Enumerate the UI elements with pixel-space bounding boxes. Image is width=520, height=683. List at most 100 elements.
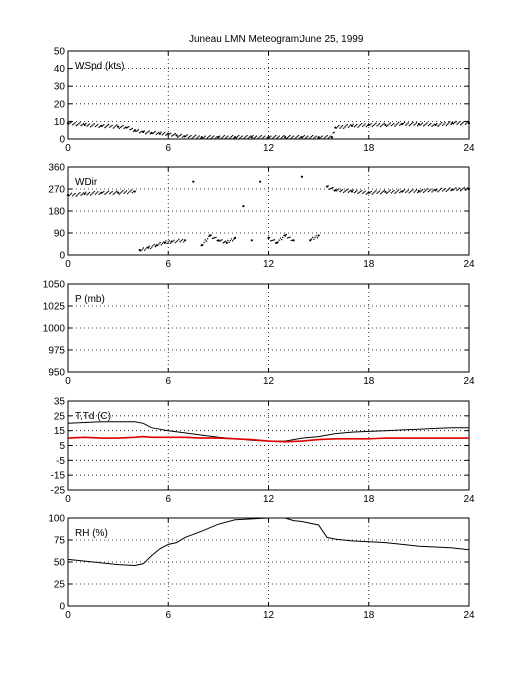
data-point-fill: [175, 240, 178, 243]
data-point-fill: [444, 122, 446, 124]
data-point-fill: [260, 134, 263, 137]
data-point-fill: [109, 193, 111, 195]
data-point-fill: [89, 126, 92, 128]
data-point-fill: [397, 189, 400, 191]
data-point-fill: [141, 130, 143, 132]
data-point-fill: [112, 193, 115, 195]
x-tick-label: 12: [263, 610, 275, 621]
data-point-fill: [439, 188, 442, 191]
data-point-fill: [391, 123, 394, 126]
data-point-fill: [197, 136, 199, 138]
data-point: [309, 239, 312, 242]
data-point-fill: [450, 189, 452, 192]
data-point-fill: [278, 239, 280, 241]
data-point-fill: [146, 132, 148, 134]
data-point-fill: [397, 121, 400, 124]
x-tick-label: 12: [263, 259, 275, 270]
y-tick-label: 50: [54, 47, 66, 58]
data-point-fill: [94, 193, 97, 195]
data-point-fill: [420, 123, 422, 125]
data-point-fill: [220, 138, 222, 140]
data-point-fill: [247, 137, 249, 139]
data-point-fill: [202, 244, 204, 246]
data-point-fill: [221, 239, 223, 241]
data-point-fill: [408, 192, 411, 194]
data-point-fill: [408, 124, 411, 127]
data-point-fill: [365, 125, 368, 128]
y-tick-label: -25: [51, 486, 66, 497]
data-point-fill: [288, 136, 290, 138]
data-point: [117, 125, 120, 128]
data-point-fill: [111, 124, 113, 127]
data-point-fill: [446, 189, 449, 191]
data-point-fill: [123, 192, 125, 194]
data-point-fill: [119, 126, 122, 129]
data-point-fill: [82, 192, 85, 194]
data-point: [317, 234, 320, 237]
data-point-fill: [288, 236, 290, 239]
data-point-fill: [374, 191, 376, 193]
data-point-fill: [364, 190, 366, 193]
data-point-fill: [375, 190, 377, 192]
data-point-fill: [161, 134, 163, 136]
data-point-fill: [258, 137, 260, 139]
data-point-fill: [285, 233, 288, 236]
data-point-fill: [99, 192, 101, 194]
data-point-fill: [121, 191, 123, 193]
data-point-fill: [187, 136, 190, 139]
data-point-fill: [168, 133, 171, 135]
data-point-fill: [431, 125, 433, 128]
data-point-fill: [263, 136, 265, 138]
data-point: [292, 239, 295, 242]
data-point-fill: [231, 240, 234, 242]
data-point-fill: [266, 137, 269, 139]
x-tick-label: 6: [165, 143, 171, 154]
data-point-fill: [453, 121, 456, 124]
data-point-fill: [167, 241, 169, 243]
data-point-fill: [411, 189, 413, 192]
data-point-fill: [141, 248, 143, 251]
y-tick-label: 1000: [43, 324, 66, 335]
data-point-fill: [145, 248, 147, 250]
data-point-fill: [385, 192, 388, 195]
data-point-fill: [372, 192, 375, 194]
data-point-fill: [160, 131, 162, 133]
x-tick-label: 6: [165, 259, 171, 270]
data-point-fill: [400, 123, 402, 125]
data-point-fill: [235, 137, 237, 139]
data-point-fill: [105, 192, 107, 194]
data-point-fill: [149, 247, 152, 250]
data-point-fill: [341, 125, 344, 127]
data-point-fill: [137, 129, 140, 131]
data-point-fill: [152, 245, 154, 247]
data-point-fill: [154, 130, 156, 133]
data-point-fill: [344, 190, 346, 193]
data-point-fill: [437, 125, 439, 127]
data-point-fill: [359, 124, 362, 126]
data-point-fill: [316, 237, 319, 239]
data-point-fill: [369, 191, 371, 194]
data-point-fill: [103, 190, 105, 193]
data-point-fill: [415, 189, 418, 191]
data-point-fill: [291, 239, 294, 241]
data-point-fill: [165, 240, 167, 242]
data-point-fill: [80, 124, 82, 127]
data-point-fill: [347, 191, 350, 193]
data-point: [350, 190, 354, 193]
data-point-fill: [419, 191, 421, 193]
data-point-fill: [222, 242, 224, 244]
data-point-fill: [328, 136, 331, 138]
data-point-fill: [271, 239, 273, 242]
data-point-fill: [212, 237, 215, 239]
data-point-fill: [400, 190, 402, 193]
data-point-fill: [432, 124, 434, 127]
data-point-fill: [405, 124, 407, 126]
data-point-fill: [340, 126, 343, 128]
data-point-fill: [462, 187, 464, 190]
data-point-fill: [132, 130, 135, 133]
x-tick-label: 18: [363, 610, 375, 621]
data-point-fill: [85, 122, 87, 125]
data-point-fill: [409, 123, 412, 126]
data-point-fill: [228, 138, 230, 140]
